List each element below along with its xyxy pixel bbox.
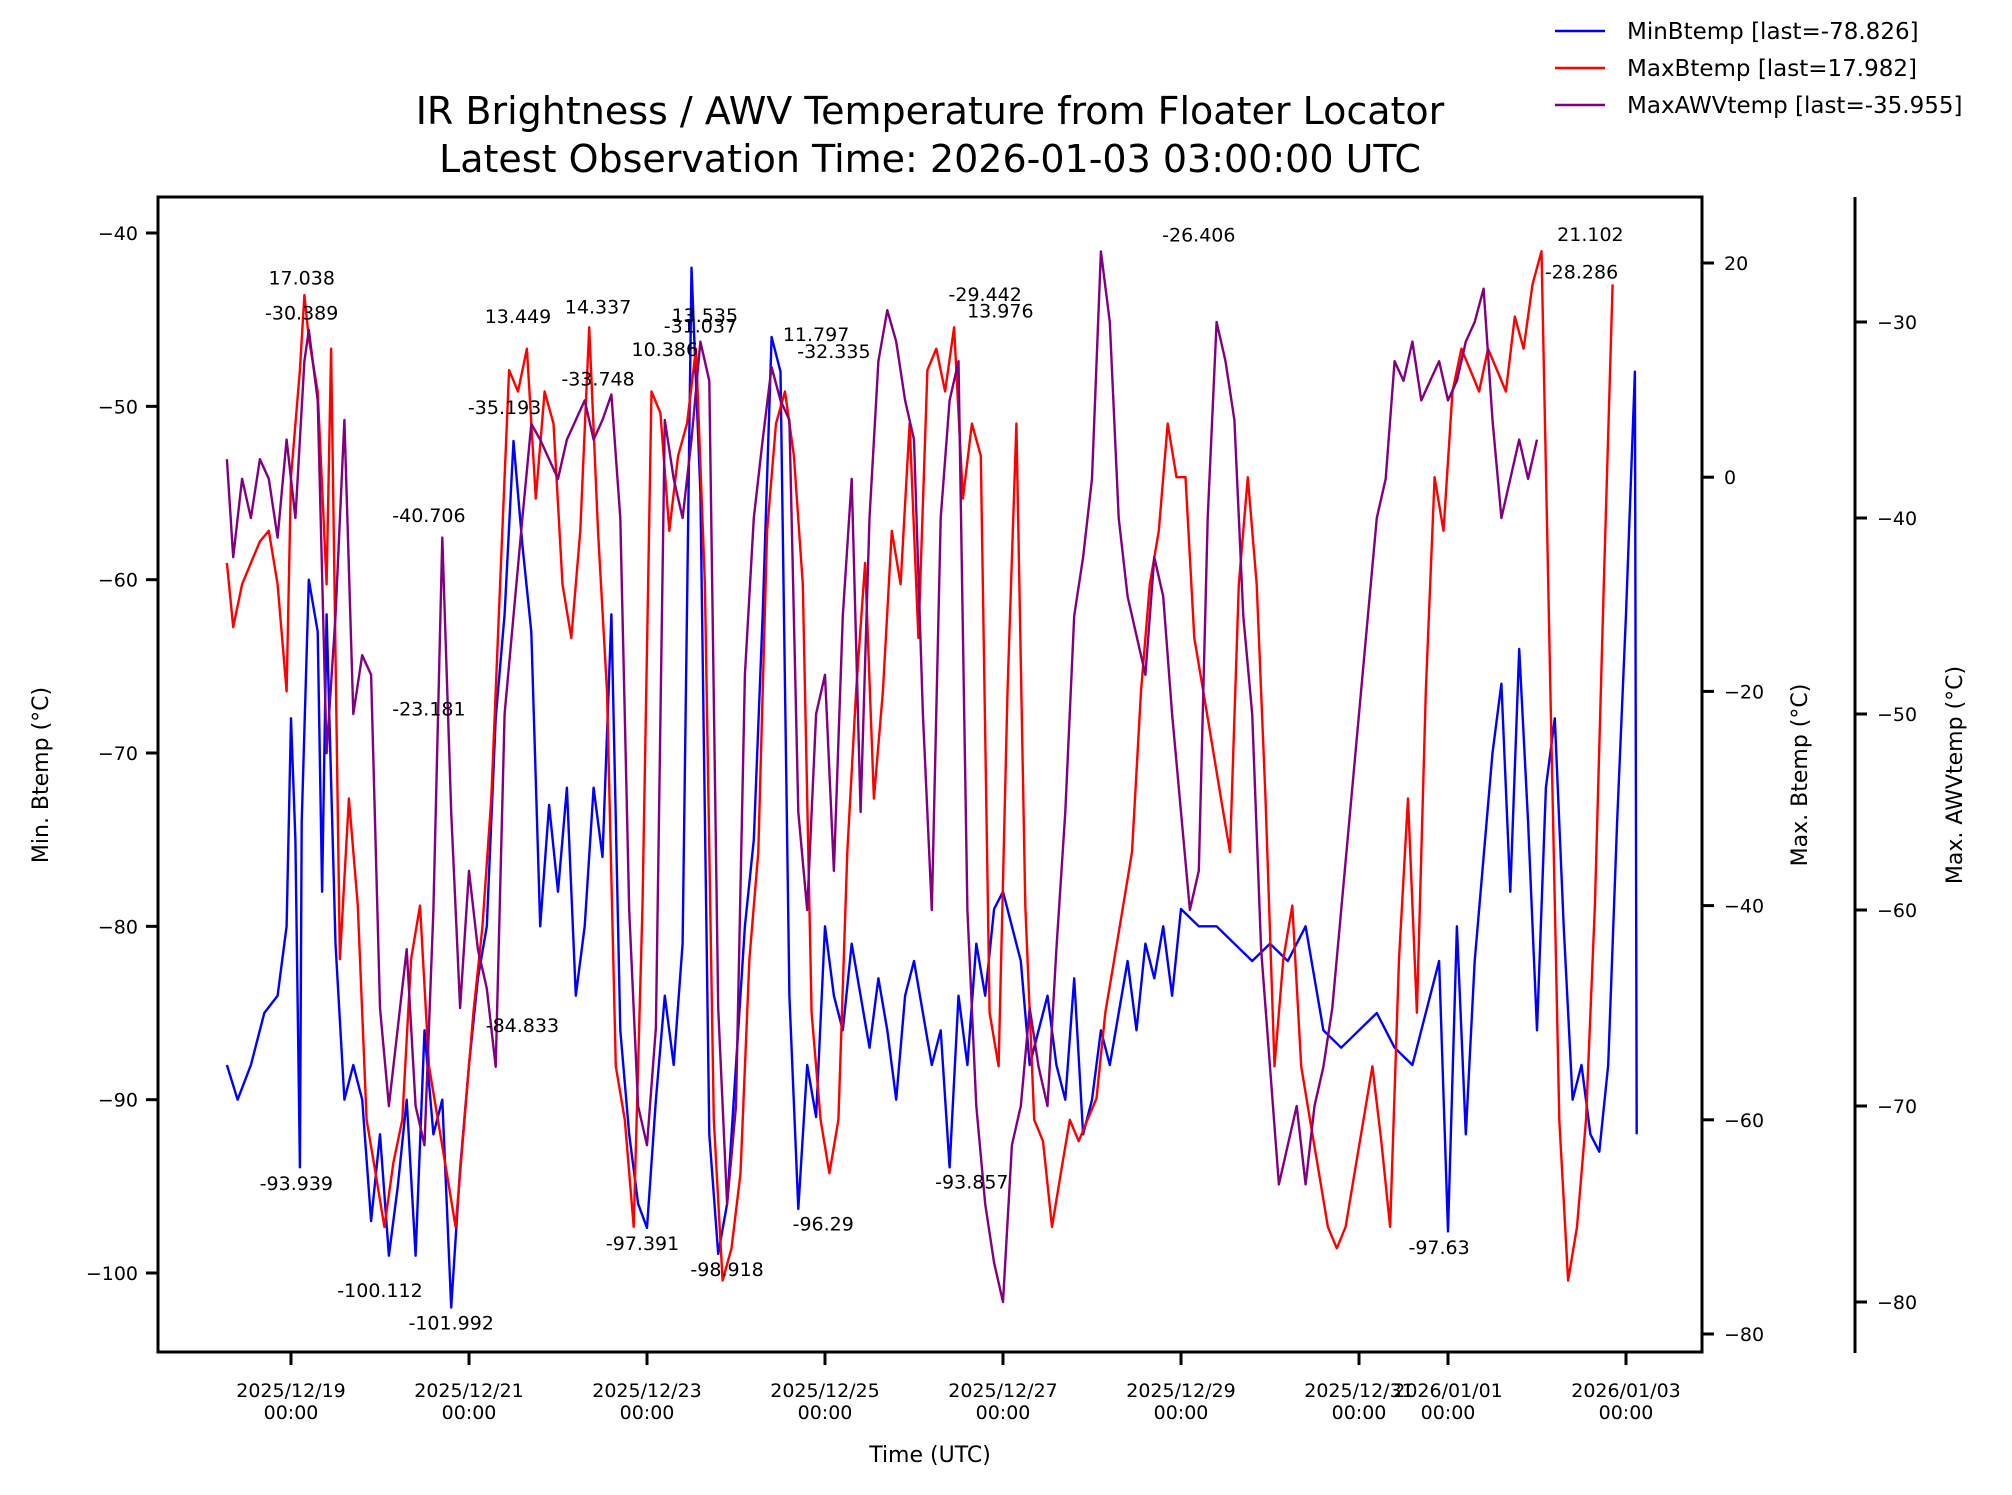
x-tick-label: 00:00 xyxy=(1599,1402,1654,1424)
left-tick-label: −80 xyxy=(98,916,138,938)
left-axis: −40 −50 −60 −70 −80 −90 −100 xyxy=(86,223,158,1285)
left-tick-label: −70 xyxy=(98,743,138,765)
annotation-maxbtemp: 13.535 xyxy=(672,305,738,327)
right2-tick-label: −70 xyxy=(1877,1096,1917,1118)
x-tick-label: 00:00 xyxy=(620,1402,675,1424)
annotation-maxawvtemp: -26.406 xyxy=(1162,225,1235,247)
x-tick-label: 00:00 xyxy=(798,1402,853,1424)
awv-axis-label: Max. AWVtemp (°C) xyxy=(1943,666,1968,884)
annotation-maxawvtemp: -30.389 xyxy=(265,303,338,325)
x-tick-label: 00:00 xyxy=(1332,1402,1387,1424)
x-axis-label: Time (UTC) xyxy=(868,1443,991,1468)
right2-tick-label: −50 xyxy=(1877,704,1917,726)
left-tick-label: −40 xyxy=(98,223,138,245)
x-tick-label: 00:00 xyxy=(1421,1402,1476,1424)
annotation-maxawvtemp: -40.706 xyxy=(392,505,465,527)
annotation-maxbtemp: 11.797 xyxy=(783,324,849,346)
right1-tick-label: −60 xyxy=(1724,1110,1764,1132)
x-tick-label: 2025/12/19 xyxy=(236,1380,346,1402)
right2-tick-label: −30 xyxy=(1877,312,1917,334)
x-axis: 2025/12/1900:002025/12/2100:002025/12/23… xyxy=(236,1352,1681,1424)
annotation-maxbtemp: 13.449 xyxy=(485,306,551,328)
annotation-minbtemp: -100.112 xyxy=(337,1280,422,1302)
annotation-maxawvtemp: -33.748 xyxy=(561,368,634,390)
left-tick-label: −50 xyxy=(98,396,138,418)
annotation-maxbtemp: 17.038 xyxy=(268,268,334,290)
legend-label-maxbtemp: MaxBtemp [last=17.982] xyxy=(1627,56,1917,82)
left-tick-label: −90 xyxy=(98,1090,138,1112)
annotation-maxbtemp: -23.181 xyxy=(392,698,465,720)
left-axis-label: Min. Btemp (°C) xyxy=(29,687,54,863)
annotation-maxbtemp: 14.337 xyxy=(565,297,631,319)
annotation-maxbtemp: 10.386 xyxy=(632,339,698,361)
plot-frame xyxy=(156,195,1704,1354)
x-tick-label: 00:00 xyxy=(1154,1402,1209,1424)
annotation-minbtemp: -96.29 xyxy=(793,1214,854,1236)
legend-label-maxawvtemp: MaxAWVtemp [last=-35.955] xyxy=(1627,93,1962,119)
annotation-minbtemp: -97.391 xyxy=(606,1233,679,1255)
x-tick-label: 00:00 xyxy=(264,1402,319,1424)
x-tick-label: 2025/12/27 xyxy=(948,1380,1058,1402)
left-tick-label: −100 xyxy=(86,1263,138,1285)
annotation-minbtemp: -84.833 xyxy=(486,1015,559,1037)
right1-tick-label: 0 xyxy=(1724,467,1736,489)
right2-tick-label: −80 xyxy=(1877,1292,1917,1314)
right2-tick-label: −40 xyxy=(1877,508,1917,530)
right1-tick-label: −80 xyxy=(1724,1324,1764,1346)
right1-tick-label: 20 xyxy=(1724,253,1748,275)
annotation-minbtemp: -97.63 xyxy=(1408,1237,1469,1259)
x-tick-label: 00:00 xyxy=(442,1402,497,1424)
x-tick-label: 2025/12/29 xyxy=(1126,1380,1236,1402)
btemp-axis-label: Max. Btemp (°C) xyxy=(1788,684,1813,867)
x-tick-label: 2025/12/25 xyxy=(770,1380,880,1402)
x-tick-label: 2025/12/23 xyxy=(592,1380,702,1402)
x-tick-label: 2026/01/01 xyxy=(1393,1380,1503,1402)
series-layer xyxy=(225,249,1638,1309)
x-tick-label: 2025/12/31 xyxy=(1304,1380,1414,1402)
awv-right-axis: −30 −40 −50 −60 −70 −80 xyxy=(1855,312,1917,1314)
left-tick-label: −60 xyxy=(98,570,138,592)
annotation-maxbtemp: 21.102 xyxy=(1557,224,1623,246)
x-tick-label: 00:00 xyxy=(976,1402,1031,1424)
x-tick-label: 2025/12/21 xyxy=(414,1380,524,1402)
annotation-maxawvtemp: -35.193 xyxy=(468,397,541,419)
x-tick-label: 2026/01/03 xyxy=(1571,1380,1681,1402)
series-line-maxawvtemp xyxy=(225,250,1539,1304)
chart-subtitle: Latest Observation Time: 2026-01-03 03:0… xyxy=(439,137,1421,181)
chart-title: IR Brightness / AWV Temperature from Flo… xyxy=(416,89,1445,133)
annotation-minbtemp: -93.857 xyxy=(935,1172,1008,1194)
annotation-maxawvtemp: -28.286 xyxy=(1545,261,1618,283)
annotation-minbtemp: -101.992 xyxy=(408,1313,493,1335)
right2-tick-label: −60 xyxy=(1877,900,1917,922)
right1-tick-label: −20 xyxy=(1724,681,1764,703)
btemp-right-axis: 20 0 −20 −40 −60 −80 xyxy=(1702,253,1764,1346)
legend-label-minbtemp: MinBtemp [last=-78.826] xyxy=(1627,19,1919,45)
annotation-maxawvtemp: -32.335 xyxy=(797,341,870,363)
annotation-maxawvtemp: -31.037 xyxy=(664,315,737,337)
annotation-minbtemp: -98.918 xyxy=(690,1259,763,1281)
series-line-minbtemp xyxy=(225,266,1638,1309)
annotation-maxbtemp: 13.976 xyxy=(967,301,1033,323)
legend: MinBtemp [last=-78.826] MaxBtemp [last=1… xyxy=(1555,19,1962,119)
annotation-minbtemp: -93.939 xyxy=(260,1173,333,1195)
annotation-maxawvtemp: -29.442 xyxy=(949,284,1022,306)
right1-tick-label: −40 xyxy=(1724,896,1764,918)
